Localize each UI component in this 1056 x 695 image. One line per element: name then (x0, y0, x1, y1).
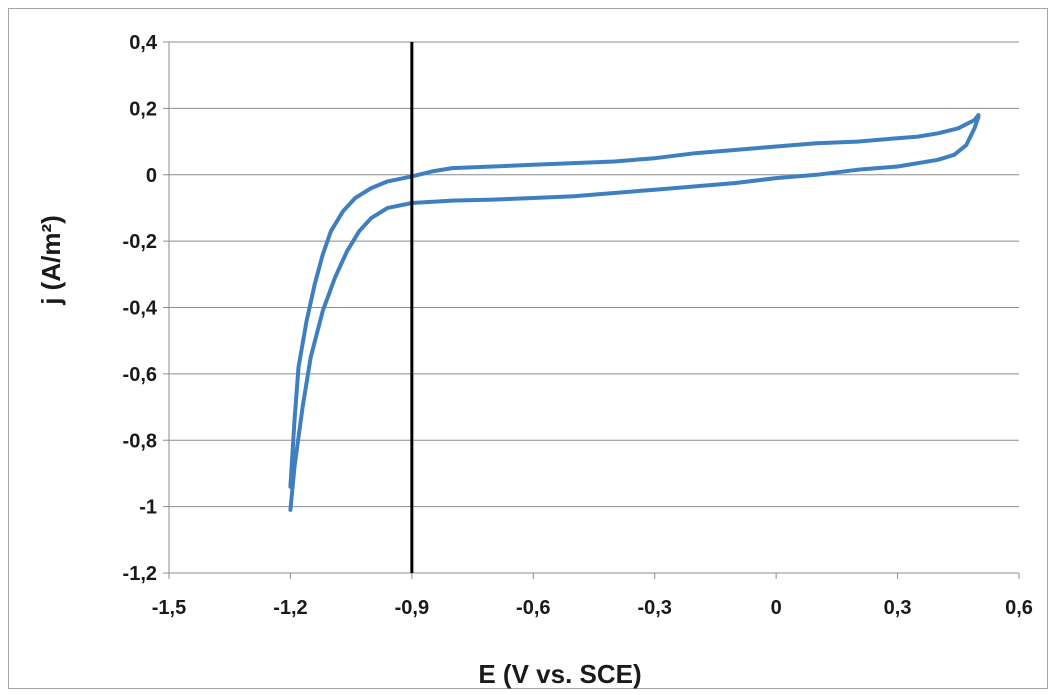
x-tick-label: -1,5 (152, 597, 186, 619)
y-tick-label: -0,2 (123, 231, 157, 253)
x-tick-label: 0,6 (1005, 597, 1033, 619)
y-tick-label: 0,4 (129, 32, 158, 54)
y-tick-label: -0,6 (123, 364, 157, 386)
cv-curve-line (288, 113, 981, 512)
tick-labels: 0,4 0,2 0 -0,2 -0,4 -0,6 -0,8 -1 -1,2 -1,5 -1,2 -0,… (123, 32, 1033, 619)
axes (163, 41, 1020, 579)
x-tick-label: 0,3 (884, 597, 912, 619)
y-axis-title: j (A/m²) (36, 215, 66, 306)
chart-frame (8, 8, 1048, 689)
x-axis-title: E (V vs. SCE) (478, 659, 641, 689)
x-tick-label: -0,9 (395, 597, 429, 619)
y-tick-label: -1 (139, 497, 157, 519)
x-tick-label: -0,6 (516, 597, 550, 619)
series (288, 113, 981, 512)
x-tick-label: 0 (771, 597, 782, 619)
grid-lines (169, 41, 1019, 574)
y-tick-label: -1,2 (123, 563, 157, 585)
x-tick-label: -0,3 (637, 597, 671, 619)
x-tick-label: -1,2 (273, 597, 307, 619)
y-tick-label: -0,4 (123, 298, 158, 320)
y-tick-label: 0 (146, 165, 157, 187)
y-tick-label: -0,8 (123, 430, 157, 452)
y-tick-label: 0,2 (129, 98, 157, 120)
